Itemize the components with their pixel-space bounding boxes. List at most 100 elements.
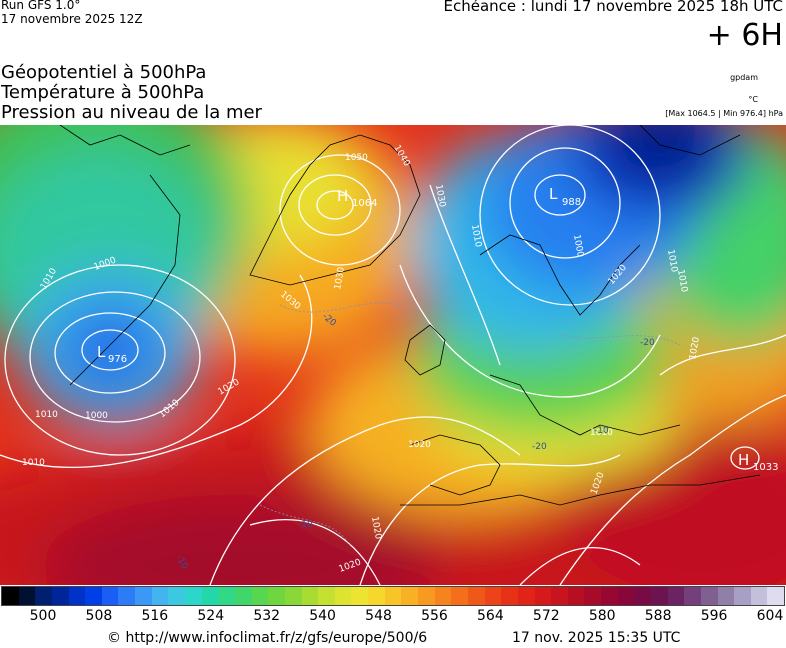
geopotential-unit: gpdam bbox=[730, 73, 758, 82]
copyright: © http://www.infoclimat.fr/z/gfs/europe/… bbox=[107, 630, 428, 646]
high-pressure-mark: H bbox=[337, 187, 348, 205]
color-swatch bbox=[118, 587, 136, 605]
color-swatch bbox=[218, 587, 235, 605]
color-swatch bbox=[584, 587, 602, 605]
color-swatch bbox=[318, 587, 335, 605]
isobar-label: 1000 bbox=[571, 234, 585, 259]
color-scale-tick: 564 bbox=[477, 608, 504, 624]
high-pressure-value: 1064 bbox=[352, 198, 377, 209]
color-scale-tick: 532 bbox=[253, 608, 281, 624]
isobar-label: 1010 bbox=[590, 428, 613, 438]
color-scale-tick: 596 bbox=[700, 608, 728, 624]
color-swatch bbox=[418, 587, 435, 605]
color-scale-tick: 556 bbox=[421, 608, 448, 624]
isobar-label: 1030 bbox=[333, 266, 347, 291]
color-swatch bbox=[401, 587, 419, 605]
color-swatch bbox=[534, 587, 552, 605]
color-swatch bbox=[567, 587, 585, 605]
color-swatch bbox=[18, 587, 36, 605]
temperature-lines bbox=[259, 302, 681, 546]
color-swatch bbox=[268, 587, 285, 605]
color-swatch bbox=[151, 587, 169, 605]
color-scale-tick: 588 bbox=[644, 608, 672, 624]
color-swatch bbox=[168, 587, 186, 605]
color-scale-tick: 540 bbox=[309, 608, 336, 624]
low-pressure-mark: L bbox=[549, 185, 558, 203]
color-swatch bbox=[301, 587, 319, 605]
coastlines bbox=[59, 125, 761, 506]
color-swatch bbox=[734, 587, 751, 605]
color-swatch bbox=[68, 587, 86, 605]
color-scale-labels: 500 508 516 524 532 540 548 556 564 572 580 588 596 6… bbox=[0, 608, 786, 626]
low-pressure-value: 976 bbox=[108, 354, 127, 365]
color-swatch bbox=[551, 587, 568, 605]
color-scale-tick: 572 bbox=[532, 608, 560, 624]
color-scale-tick: 516 bbox=[141, 608, 169, 624]
color-scale-tick: 580 bbox=[588, 608, 616, 624]
color-swatch bbox=[484, 587, 502, 605]
color-scale-tick: 500 bbox=[29, 608, 57, 624]
temperature-labels: -20 -20 -20 -10 -10 -10 bbox=[173, 312, 655, 572]
isobar-label: 1010 bbox=[22, 458, 45, 468]
color-swatch bbox=[517, 587, 535, 605]
color-swatch bbox=[684, 587, 701, 605]
forecast-valid-time: Echéance : lundi 17 novembre 2025 18h UT… bbox=[443, 0, 783, 15]
temperature-unit: °C bbox=[748, 95, 758, 104]
color-scale bbox=[1, 586, 785, 606]
run-title: Run GFS 1.0° bbox=[1, 0, 81, 12]
temperature-label: -10 bbox=[298, 520, 313, 530]
isobar-label: 1050 bbox=[345, 153, 368, 163]
isobar-label: 1030 bbox=[433, 184, 447, 209]
color-swatch bbox=[384, 587, 402, 605]
low-pressure-mark: L bbox=[97, 343, 106, 361]
color-swatch bbox=[667, 587, 685, 605]
color-swatch bbox=[101, 587, 119, 605]
color-swatch bbox=[368, 587, 385, 605]
forecast-offset: + 6H bbox=[706, 18, 783, 53]
color-swatch bbox=[334, 587, 352, 605]
run-date: 17 novembre 2025 12Z bbox=[1, 12, 143, 26]
low-pressure-value: 988 bbox=[562, 197, 581, 208]
color-swatch bbox=[634, 587, 651, 605]
color-scale-tick: 508 bbox=[85, 608, 113, 624]
color-swatch bbox=[201, 587, 219, 605]
temperature-label: -10 bbox=[594, 426, 609, 436]
isobar-lines bbox=[0, 125, 786, 585]
color-swatch bbox=[185, 587, 202, 605]
color-swatch bbox=[767, 587, 785, 605]
color-swatch bbox=[750, 587, 768, 605]
pressure-range: [Max 1064.5 | Min 976.4] hPa bbox=[665, 109, 783, 118]
color-swatch bbox=[700, 587, 718, 605]
isobar-label: 1020 bbox=[408, 440, 431, 450]
color-swatch bbox=[451, 587, 468, 605]
isobar-label: 1020 bbox=[688, 336, 702, 361]
isobar-label: 1010 bbox=[469, 224, 483, 249]
parameter-pressure: Pression au niveau de la mer bbox=[1, 102, 262, 123]
color-swatch bbox=[501, 587, 518, 605]
color-swatch bbox=[617, 587, 635, 605]
color-swatch bbox=[135, 587, 152, 605]
isobar-label: 1010 bbox=[665, 249, 679, 274]
generation-timestamp: 17 nov. 2025 15:35 UTC bbox=[512, 630, 681, 646]
weather-map: H 1064 L 988 L 976 H 1033 1050 1040 1030… bbox=[0, 125, 786, 585]
color-swatch bbox=[2, 587, 19, 605]
isobar-label: 1010 bbox=[675, 269, 689, 294]
high-pressure-value: 1033 bbox=[753, 462, 778, 473]
high-pressure-mark: H bbox=[738, 451, 749, 469]
color-swatch bbox=[51, 587, 69, 605]
color-scale-tick: 548 bbox=[365, 608, 392, 624]
color-swatch bbox=[434, 587, 452, 605]
temperature-label: -20 bbox=[640, 338, 655, 348]
color-swatch bbox=[601, 587, 618, 605]
color-swatch bbox=[284, 587, 302, 605]
temperature-label: -20 bbox=[532, 442, 547, 452]
parameter-temperature: Température à 500hPa bbox=[1, 82, 205, 103]
geopotential-field bbox=[0, 125, 786, 585]
parameter-geopotential: Géopotentiel à 500hPa bbox=[1, 62, 207, 83]
pressure-centres: H 1064 L 988 L 976 H 1033 bbox=[97, 185, 778, 473]
color-swatch bbox=[234, 587, 252, 605]
color-swatch bbox=[35, 587, 52, 605]
color-swatch bbox=[351, 587, 369, 605]
isobar-label: 1020 bbox=[369, 516, 383, 541]
color-swatch bbox=[717, 587, 735, 605]
